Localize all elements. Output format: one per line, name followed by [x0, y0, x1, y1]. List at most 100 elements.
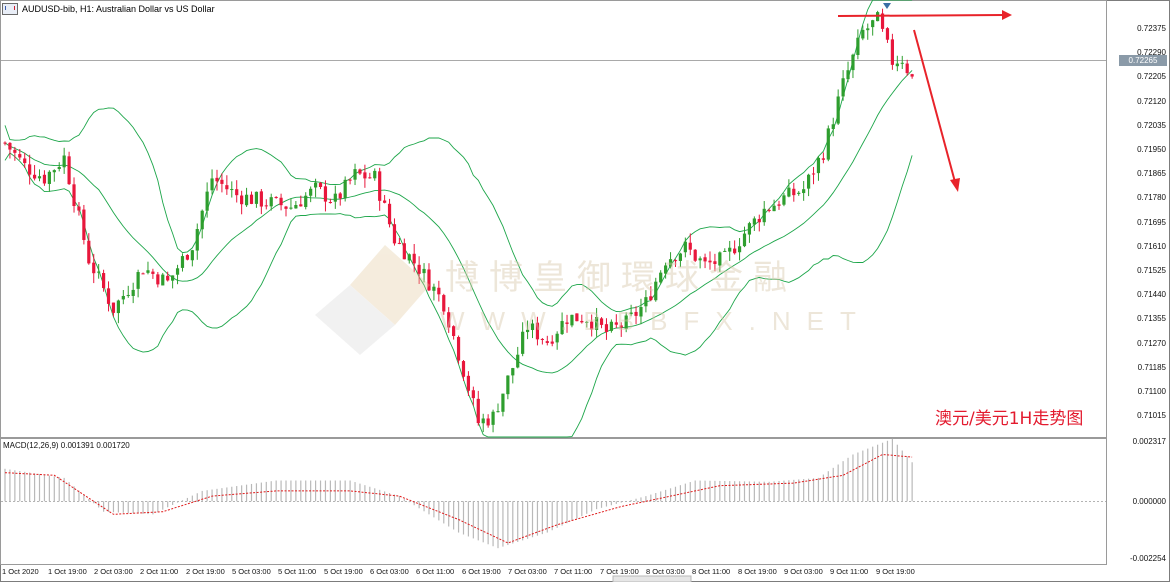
candle-body: [422, 268, 426, 274]
candle-body: [87, 240, 91, 264]
candle-body: [698, 258, 702, 261]
time-tick-label: 7 Oct 11:00: [554, 567, 593, 576]
candle-body: [235, 189, 239, 196]
candle-body: [688, 242, 692, 250]
candle-body: [659, 272, 663, 283]
candle-body: [723, 250, 727, 252]
candle-body: [156, 274, 160, 285]
candle-body: [821, 158, 825, 160]
candle-body: [895, 63, 899, 67]
candle-body: [762, 208, 766, 223]
candle-body: [624, 315, 628, 329]
candle-body: [599, 318, 604, 325]
candle-body: [353, 169, 357, 180]
candle-body: [3, 142, 7, 144]
candle-body: [225, 185, 229, 190]
candle-body: [713, 261, 717, 265]
time-tick-label: 9 Oct 19:00: [876, 567, 915, 576]
candle-body: [555, 333, 559, 343]
candle-body: [609, 321, 613, 331]
candle-body: [501, 393, 505, 412]
price-tick-label: 0.72120: [1137, 96, 1166, 106]
candle-body: [328, 202, 332, 204]
candle-body: [521, 331, 525, 354]
candle-body: [481, 418, 485, 424]
candle-body: [476, 398, 480, 424]
price-tick-label: 0.71355: [1137, 314, 1166, 324]
candle-body: [151, 271, 155, 274]
candle-body: [131, 289, 135, 296]
price-tick-label: 0.72205: [1137, 72, 1166, 82]
candle-body: [826, 128, 830, 160]
candle-body: [102, 273, 106, 289]
candle-body: [851, 54, 855, 71]
candle-body: [461, 361, 466, 377]
bollinger-bands: [4, 0, 913, 438]
candle-body: [890, 39, 894, 65]
candle-body: [792, 188, 796, 196]
candle-body: [861, 29, 865, 39]
candle-body: [639, 307, 643, 317]
candle-body: [28, 164, 32, 175]
candle-body: [161, 274, 165, 286]
candle-body: [535, 322, 540, 340]
candle-body: [742, 233, 747, 247]
candle-body: [106, 288, 111, 304]
candle-body: [274, 196, 278, 198]
time-tick-label: 8 Oct 03:00: [646, 567, 685, 576]
macd-title: MACD(12,26,9) 0.001391 0.001720: [3, 441, 130, 450]
chart-title: AUDUSD-bib, H1: Australian Dollar vs US …: [22, 4, 215, 14]
candle-body: [392, 224, 397, 244]
candle-body: [215, 177, 219, 182]
candle-body: [136, 272, 140, 289]
candle-body: [333, 193, 337, 202]
macd-tick-label: 0.000000: [1132, 497, 1166, 506]
candle-body: [82, 209, 86, 240]
candle-body: [575, 313, 579, 322]
candle-body: [678, 253, 683, 261]
candle-body: [62, 155, 66, 168]
candle-body: [757, 219, 761, 223]
candle-body: [92, 262, 96, 274]
price-tick-label: 0.71610: [1137, 241, 1166, 251]
candle-body: [47, 171, 51, 184]
candle-body: [737, 246, 742, 253]
candle-body: [116, 300, 120, 314]
resistance-arrow-line: [837, 14, 1005, 17]
candle-body: [580, 320, 584, 323]
macd-tick-label: 0.002317: [1132, 437, 1166, 446]
candle-body: [195, 229, 199, 251]
price-tick-label: 0.71950: [1137, 145, 1166, 154]
horizontal-scrollbar[interactable]: [612, 575, 692, 582]
time-tick-label: 5 Oct 11:00: [278, 567, 317, 576]
downtrend-arrow-head: [950, 178, 960, 192]
candle-body: [491, 411, 495, 425]
candle-body: [190, 250, 194, 261]
candle-body: [733, 248, 737, 254]
time-tick-label: 8 Oct 19:00: [738, 567, 777, 576]
candle-body: [32, 174, 37, 179]
candle-body: [304, 195, 308, 208]
candle-body: [363, 172, 367, 179]
period-marker-icon: [883, 3, 891, 9]
candle-body: [787, 187, 791, 197]
price-tick-label: 0.71695: [1137, 217, 1166, 227]
candle-body: [200, 210, 204, 230]
time-tick-label: 1 Oct 19:00: [48, 567, 87, 576]
price-tick-label: 0.72375: [1137, 24, 1166, 33]
candle-body: [111, 302, 116, 313]
candle-body: [37, 176, 42, 179]
candle-body: [456, 337, 461, 361]
candle-body: [97, 271, 101, 273]
time-tick-label: 6 Oct 19:00: [462, 567, 501, 576]
price-tick-label: 0.71270: [1137, 338, 1166, 348]
candle-body: [604, 324, 609, 333]
candle-body: [708, 260, 712, 263]
candle-body: [545, 341, 549, 343]
candle-body: [728, 247, 732, 252]
candle-body: [378, 171, 382, 201]
candle-body: [846, 70, 850, 80]
candle-body: [880, 13, 885, 29]
candle-body: [900, 62, 904, 64]
